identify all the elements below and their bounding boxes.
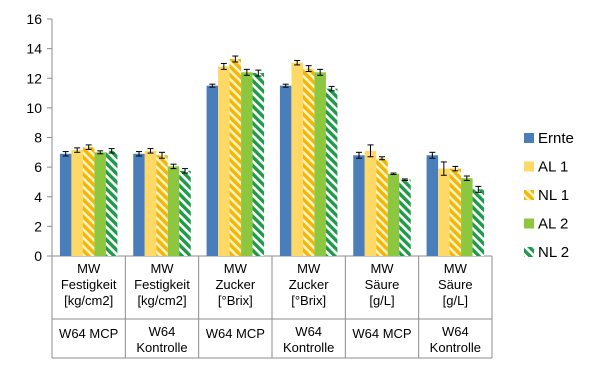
y-tick-label: 14 <box>26 41 42 57</box>
category-group-label: W64 MCP <box>206 326 265 341</box>
legend-swatch-al-2 <box>524 218 534 229</box>
y-tick-label: 4 <box>34 189 42 205</box>
category-group-label: Kontrolle <box>430 340 481 355</box>
bar-ernte <box>206 85 219 256</box>
bar-ernte <box>353 155 365 256</box>
y-tick-label: 8 <box>34 130 42 146</box>
legend-label: NL 2 <box>538 244 569 261</box>
category-metric-label: MW <box>77 261 101 276</box>
bar-nl-1 <box>449 168 462 256</box>
category-metric-label: [kg/cm2] <box>64 293 113 308</box>
category-metric-label: Zucker <box>289 277 329 292</box>
legend-swatch-al-1 <box>524 161 534 172</box>
bar-nl-1 <box>82 147 95 256</box>
category-metric-label: MW <box>370 261 394 276</box>
y-tick-label: 16 <box>26 11 42 27</box>
bar-al-1 <box>71 150 83 256</box>
legend-swatch-ernte <box>524 133 534 143</box>
bar-al-1 <box>364 150 377 256</box>
bar-nl-2 <box>325 88 338 257</box>
legend-label: AL 1 <box>538 159 568 176</box>
bar-al-2 <box>314 72 326 256</box>
category-group-label: W64 <box>295 324 322 339</box>
bar-nl-2 <box>179 170 191 256</box>
category-group-label: Kontrolle <box>283 340 334 355</box>
bar-ernte <box>426 155 439 256</box>
bar-nl-1 <box>156 155 168 256</box>
legend-swatch-nl-2 <box>524 247 534 257</box>
bar-nl-2 <box>399 179 411 256</box>
category-metric-label: Festigkeit <box>61 277 117 292</box>
bar-ernte <box>279 85 292 256</box>
category-metric-label: [g/L] <box>369 293 394 308</box>
category-group-label: W64 MCP <box>59 326 118 341</box>
legend-label: AL 2 <box>538 216 568 233</box>
category-metric-label: [kg/cm2] <box>137 293 186 308</box>
category-metric-label: MW <box>224 261 248 276</box>
category-metric-label: MW <box>444 261 468 276</box>
bar-nl-1 <box>229 58 242 257</box>
bar-al-1 <box>291 62 303 257</box>
category-metric-label: [g/L] <box>443 293 468 308</box>
bar-al-2 <box>461 178 473 256</box>
bar-al-1 <box>438 168 450 256</box>
legend-label: Ernte <box>538 130 574 147</box>
bar-ernte <box>133 153 145 256</box>
y-tick-label: 0 <box>34 248 42 264</box>
category-metric-label: Zucker <box>215 277 255 292</box>
category-group-label: Kontrolle <box>136 340 187 355</box>
bar-al-2 <box>94 152 106 256</box>
bar-nl-1 <box>302 68 315 256</box>
bar-al-2 <box>241 72 253 256</box>
bar-nl-1 <box>376 158 388 256</box>
category-metric-label: Festigkeit <box>134 277 190 292</box>
bar-ernte <box>59 153 72 256</box>
category-metric-label: Säure <box>365 277 400 292</box>
bar-al-2 <box>167 166 180 256</box>
category-metric-label: MW <box>297 261 321 276</box>
legend-label: NL 1 <box>538 187 569 204</box>
bar-nl-2 <box>252 73 265 256</box>
bar-al-1 <box>144 150 157 256</box>
category-group-label: W64 <box>149 324 176 339</box>
bar-nl-2 <box>472 189 485 256</box>
y-tick-label: 6 <box>34 159 42 175</box>
bar-al-2 <box>387 173 400 256</box>
category-metric-label: MW <box>150 261 174 276</box>
legend-swatch-nl-1 <box>524 190 534 200</box>
category-group-label: W64 MCP <box>352 326 411 341</box>
category-group-label: W64 <box>442 324 469 339</box>
category-metric-label: [°Brix] <box>291 293 326 308</box>
y-tick-label: 12 <box>26 70 42 86</box>
bar-al-1 <box>218 66 230 257</box>
y-tick-label: 10 <box>26 100 42 116</box>
category-metric-label: [°Brix] <box>218 293 253 308</box>
bar-nl-2 <box>105 150 118 256</box>
category-metric-label: Säure <box>438 277 473 292</box>
y-tick-label: 2 <box>34 218 42 234</box>
